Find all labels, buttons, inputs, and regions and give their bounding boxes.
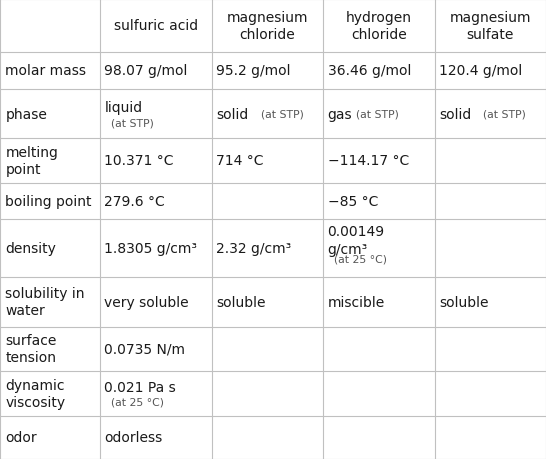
Text: 95.2 g/mol: 95.2 g/mol xyxy=(216,64,290,78)
Text: (at STP): (at STP) xyxy=(483,109,526,119)
Text: solubility in
water: solubility in water xyxy=(5,286,85,318)
Text: solid: solid xyxy=(439,107,471,121)
Text: (at 25 °C): (at 25 °C) xyxy=(334,254,387,264)
Text: melting
point: melting point xyxy=(5,146,58,177)
Text: 98.07 g/mol: 98.07 g/mol xyxy=(104,64,188,78)
Text: magnesium
chloride: magnesium chloride xyxy=(227,11,308,42)
Text: (at STP): (at STP) xyxy=(260,109,304,119)
Text: 10.371 °C: 10.371 °C xyxy=(104,154,174,168)
Text: odor: odor xyxy=(5,431,37,444)
Text: boiling point: boiling point xyxy=(5,195,92,208)
Text: 120.4 g/mol: 120.4 g/mol xyxy=(439,64,522,78)
Text: miscible: miscible xyxy=(328,295,385,309)
Text: soluble: soluble xyxy=(439,295,489,309)
Text: magnesium
sulfate: magnesium sulfate xyxy=(449,11,531,42)
Text: 1.8305 g/cm³: 1.8305 g/cm³ xyxy=(104,241,197,256)
Text: surface
tension: surface tension xyxy=(5,333,57,364)
Text: gas: gas xyxy=(328,107,352,121)
Text: liquid: liquid xyxy=(104,101,143,114)
Text: −85 °C: −85 °C xyxy=(328,195,378,208)
Text: (at STP): (at STP) xyxy=(356,109,399,119)
Text: solid  (at STP): solid (at STP) xyxy=(439,107,535,121)
Text: sulfuric acid: sulfuric acid xyxy=(114,19,198,34)
Text: density: density xyxy=(5,241,56,256)
Text: 2.32 g/cm³: 2.32 g/cm³ xyxy=(216,241,292,256)
Text: 0.021 Pa s: 0.021 Pa s xyxy=(104,380,176,394)
Text: 0.00149
g/cm³: 0.00149 g/cm³ xyxy=(328,225,385,256)
Text: (at STP): (at STP) xyxy=(111,118,154,129)
Text: 0.0735 N/m: 0.0735 N/m xyxy=(104,342,185,356)
Text: molar mass: molar mass xyxy=(5,64,86,78)
Text: dynamic
viscosity: dynamic viscosity xyxy=(5,378,66,409)
Text: 279.6 °C: 279.6 °C xyxy=(104,195,165,208)
Text: (at 25 °C): (at 25 °C) xyxy=(111,397,164,407)
Text: solid: solid xyxy=(216,107,248,121)
Text: 36.46 g/mol: 36.46 g/mol xyxy=(328,64,411,78)
Text: odorless: odorless xyxy=(104,431,163,444)
Text: −114.17 °C: −114.17 °C xyxy=(328,154,409,168)
Text: hydrogen
chloride: hydrogen chloride xyxy=(346,11,412,42)
Text: gas  (at STP): gas (at STP) xyxy=(328,107,416,121)
Text: solid  (at STP): solid (at STP) xyxy=(216,107,312,121)
Text: soluble: soluble xyxy=(216,295,266,309)
Text: 714 °C: 714 °C xyxy=(216,154,264,168)
Text: very soluble: very soluble xyxy=(104,295,189,309)
Text: phase: phase xyxy=(5,107,48,121)
